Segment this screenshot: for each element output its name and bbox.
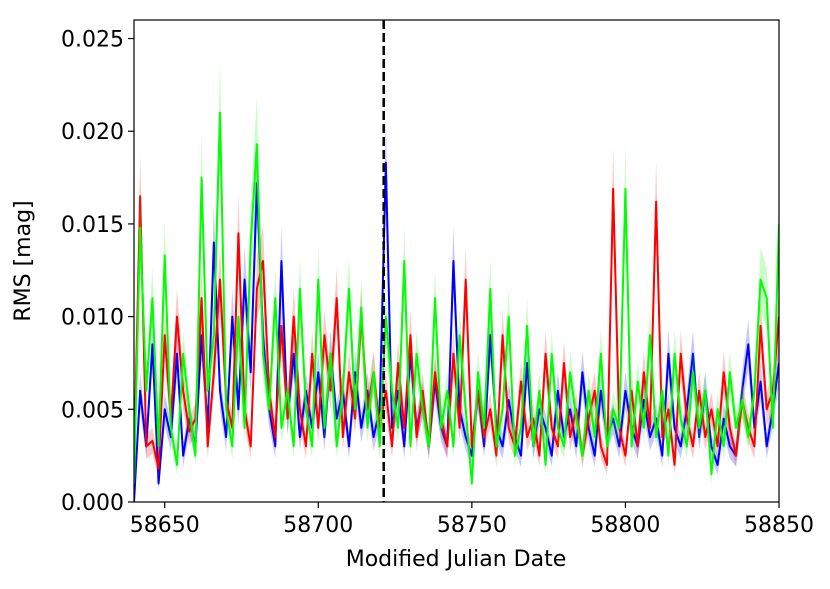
x-tick-label: 58650	[130, 513, 200, 538]
plot-frame	[133, 19, 780, 503]
y-tick-label: 0.010	[61, 306, 124, 331]
x-axis-label: Modified Julian Date	[346, 547, 567, 572]
y-axis: 0.000 0.005 0.010 0.015 0.020 0.025	[61, 28, 134, 516]
y-tick-label: 0.025	[61, 28, 124, 53]
x-tick-label: 58750	[437, 513, 507, 538]
y-axis-label: RMS [mag]	[11, 200, 36, 321]
y-tick-label: 0.020	[61, 120, 124, 145]
x-tick-label: 58800	[590, 513, 660, 538]
series-blue-line	[134, 161, 779, 502]
series-layer	[134, 60, 779, 502]
y-tick-label: 0.000	[61, 491, 124, 516]
x-axis: 58650 58700 58750 58800 58850	[130, 502, 814, 538]
series-blue-error-band	[134, 116, 779, 502]
y-tick-label: 0.015	[61, 213, 124, 238]
y-tick-label: 0.005	[61, 398, 124, 423]
x-tick-label: 58700	[283, 513, 353, 538]
series-green-line	[134, 111, 779, 485]
x-tick-label: 58850	[744, 513, 814, 538]
